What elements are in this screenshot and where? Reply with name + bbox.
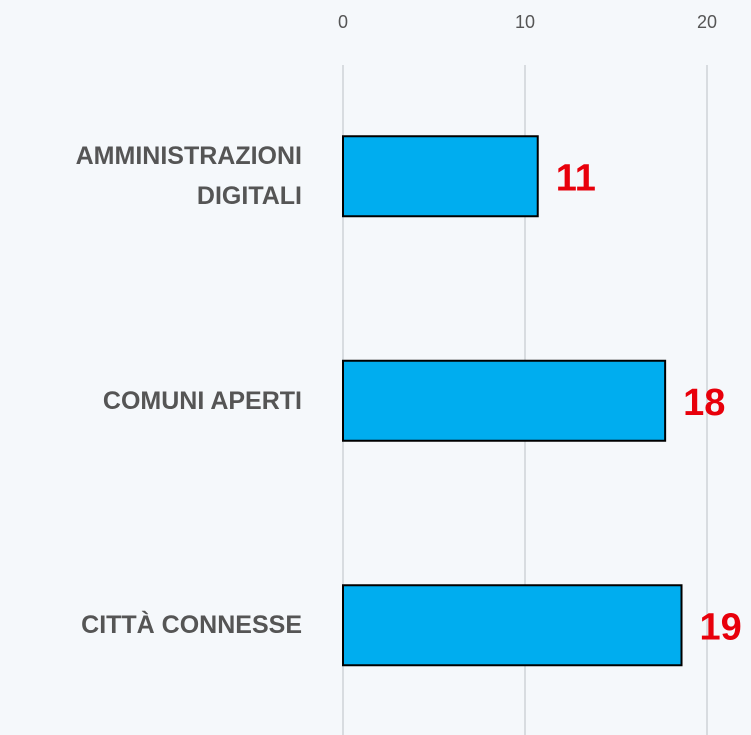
value-label: 18 — [683, 382, 725, 424]
bar — [342, 359, 667, 442]
x-tick-label: 0 — [338, 12, 348, 32]
x-tick-label: 10 — [515, 12, 535, 32]
y-tick-label: CITTÀ CONNESSE — [81, 611, 302, 640]
x-tick-label: 20 — [697, 12, 717, 32]
value-label: 19 — [700, 606, 742, 648]
y-tick-label: COMUNI APERTI — [102, 386, 302, 415]
bar — [342, 135, 539, 218]
y-tick-label: AMMINISTRAZIONI DIGITALI — [75, 142, 302, 211]
bar — [342, 584, 683, 667]
value-label: 11 — [556, 157, 596, 199]
